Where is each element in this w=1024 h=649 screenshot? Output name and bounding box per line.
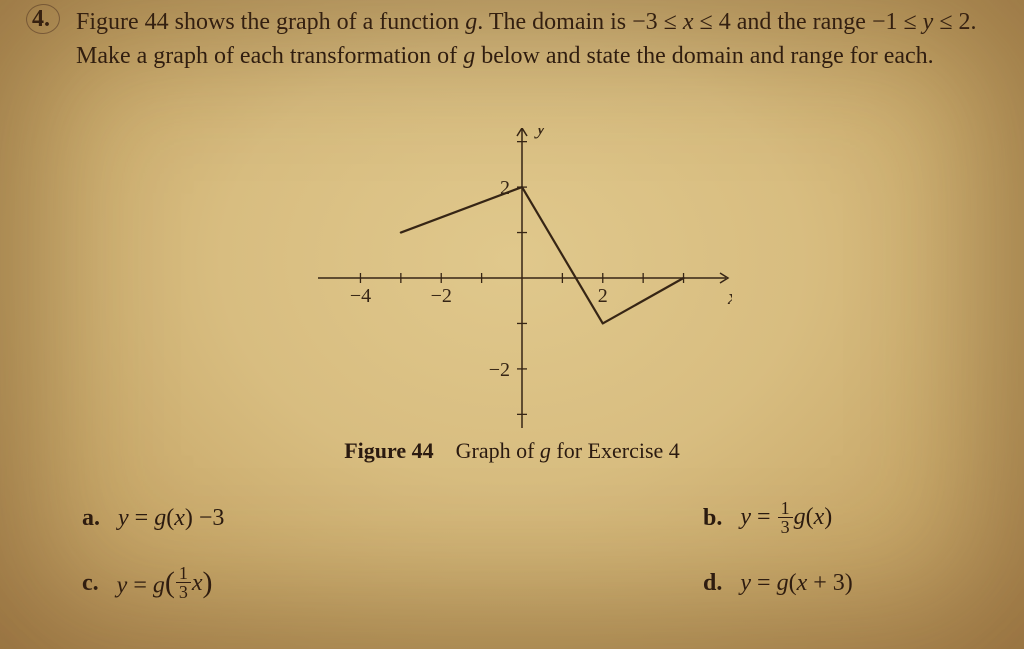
- part-b-eq: y = 13g(x): [740, 500, 832, 537]
- problem-number-text: 4.: [32, 6, 50, 32]
- part-d: d. y = g(x + 3): [533, 565, 984, 602]
- svg-text:−2: −2: [489, 359, 510, 381]
- caption-rest: Graph of g for Exercise 4: [434, 438, 680, 463]
- problem-number: 4.: [32, 6, 50, 33]
- part-a-eq: y = g(x) −3: [118, 505, 224, 532]
- part-d-eq: y = g(x + 3): [740, 570, 852, 597]
- svg-text:x: x: [727, 284, 732, 309]
- parts-list: a. y = g(x) −3 b. y = 13g(x) c. y = g(13…: [82, 500, 984, 630]
- svg-text:−2: −2: [431, 285, 452, 307]
- part-a-label: a.: [82, 505, 100, 532]
- svg-text:2: 2: [598, 285, 608, 307]
- part-c-label: c.: [82, 570, 99, 597]
- part-c-eq: y = g(13x): [117, 565, 213, 602]
- figure-caption: Figure 44 Graph of g for Exercise 4: [0, 438, 1024, 464]
- caption-strong: Figure 44: [344, 438, 433, 463]
- graph-svg: −4−22−22xy: [312, 128, 732, 428]
- graph-figure: −4−22−22xy: [312, 128, 732, 428]
- part-b-label: b.: [703, 505, 722, 532]
- part-c: c. y = g(13x): [82, 565, 533, 602]
- part-b: b. y = 13g(x): [533, 500, 984, 537]
- part-d-label: d.: [703, 570, 722, 597]
- svg-text:−4: −4: [350, 285, 371, 307]
- svg-text:y: y: [534, 128, 546, 139]
- problem-text: Figure 44 shows the graph of a function …: [76, 6, 984, 73]
- part-a: a. y = g(x) −3: [82, 500, 533, 537]
